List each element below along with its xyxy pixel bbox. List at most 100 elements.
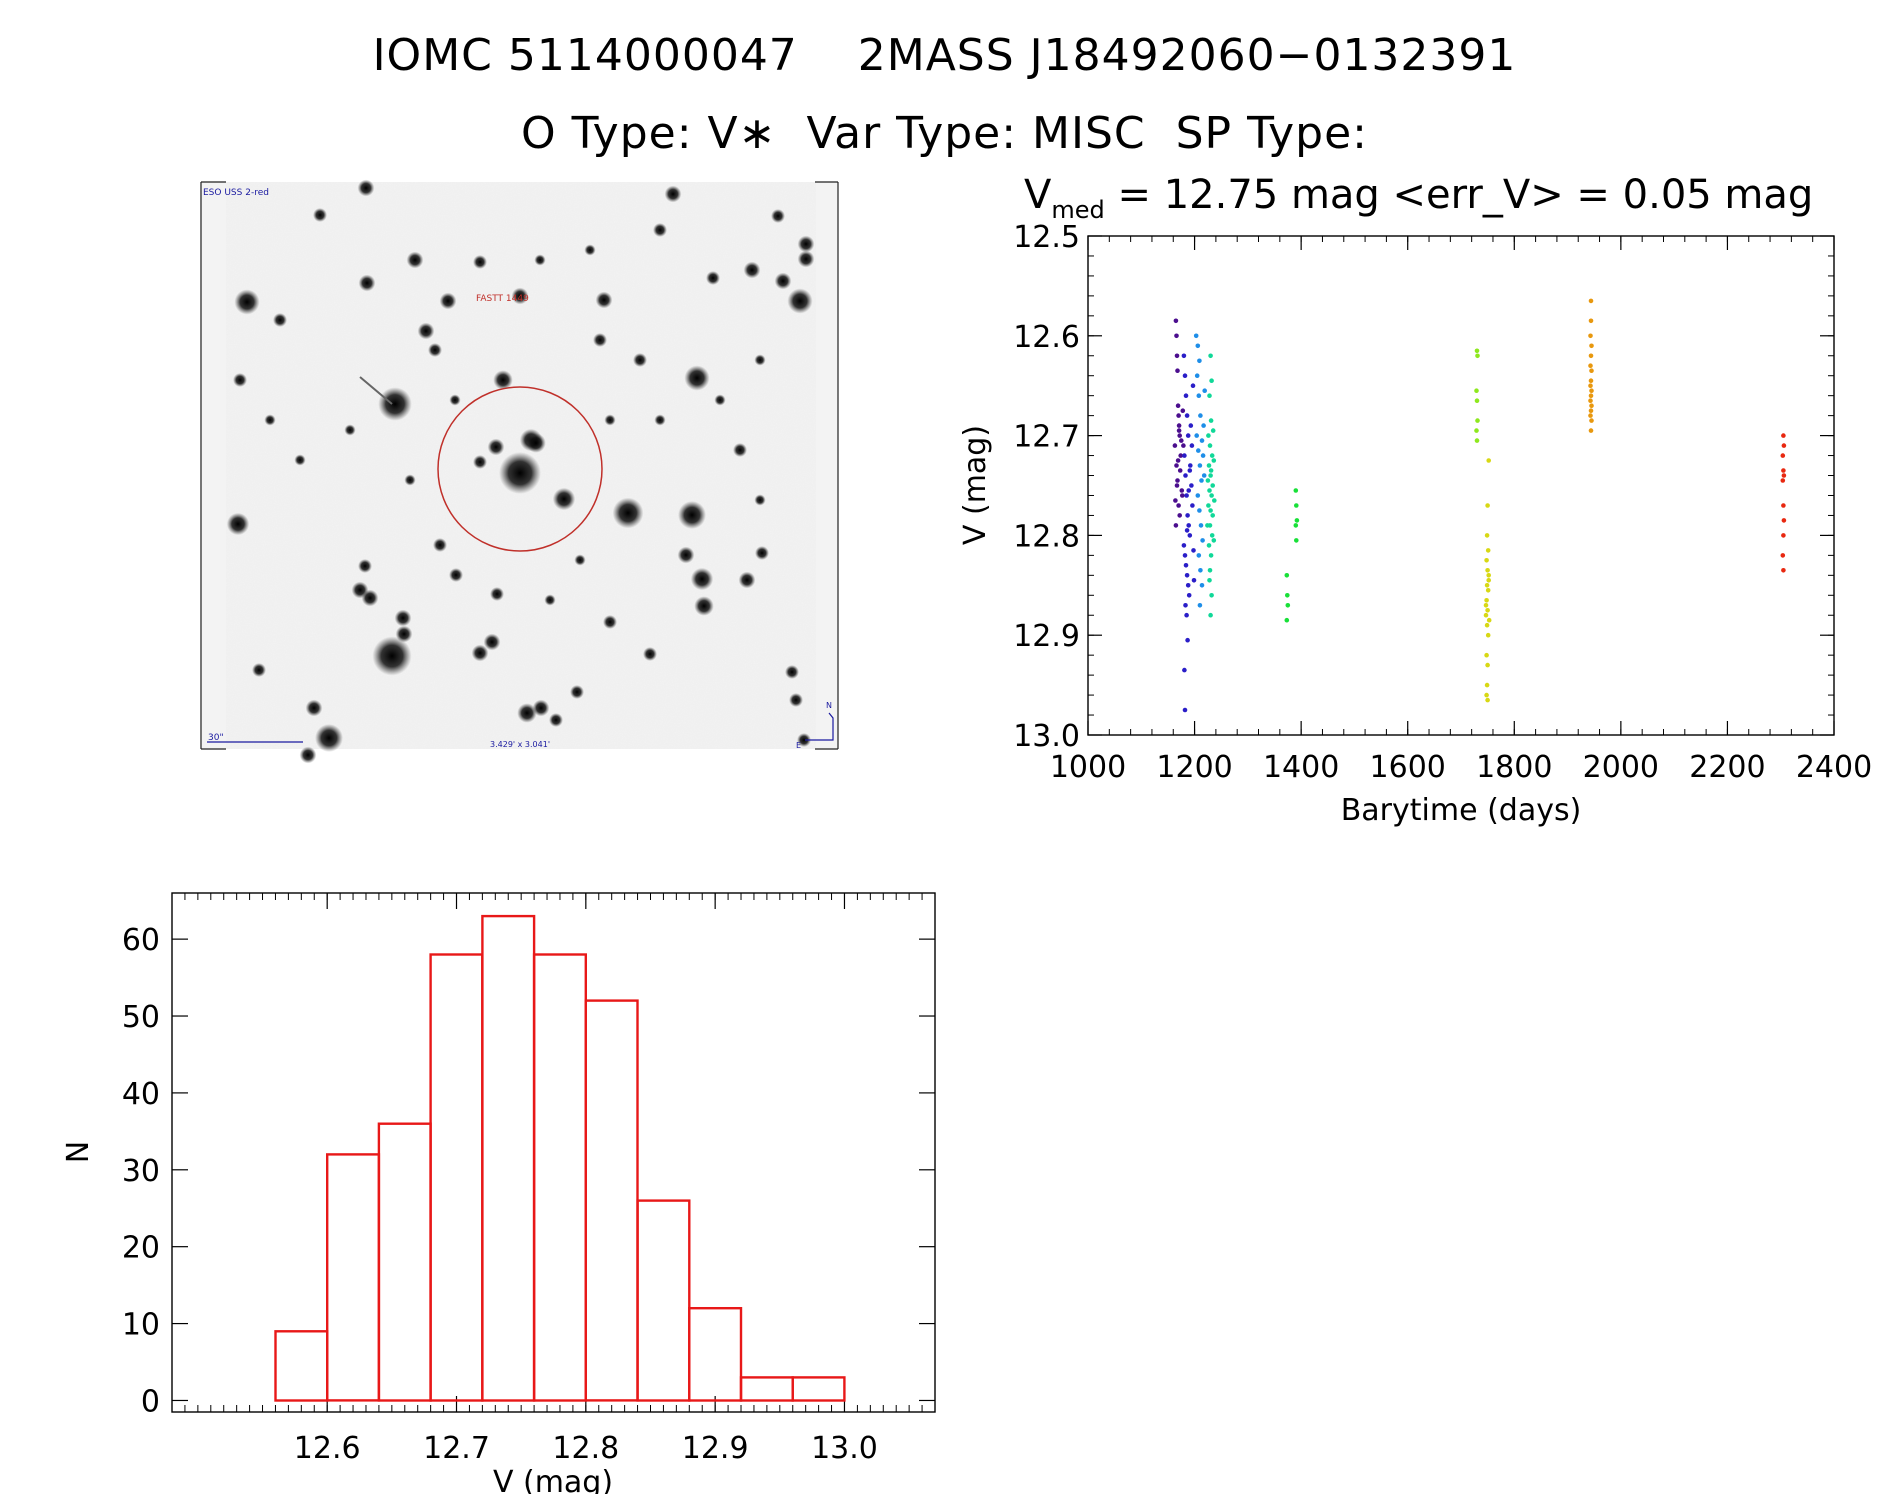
star-blob [315, 724, 343, 752]
star-blob [252, 663, 266, 677]
lc-point-s2 [1182, 453, 1187, 458]
lc-point-s2 [1181, 543, 1187, 548]
lc-point-s1 [1176, 413, 1181, 418]
lc-point-s4 [1208, 508, 1213, 513]
lc-point-s3 [1196, 448, 1201, 453]
lc-point-s1 [1176, 428, 1182, 433]
lc-point-s4 [1209, 378, 1214, 384]
hist-xtick-label: 12.8 [552, 1431, 619, 1466]
lc-point-s5 [1294, 518, 1300, 523]
lc-point-s4 [1206, 503, 1211, 508]
lc-point-s7 [1484, 598, 1489, 603]
lc-point-s2 [1182, 667, 1187, 673]
lc-point-s9 [1781, 503, 1786, 508]
hist-ytick-label: 20 [122, 1231, 160, 1266]
lc-xtick-label: 1400 [1263, 750, 1339, 785]
lc-point-s2 [1186, 488, 1191, 493]
lc-point-s5 [1293, 523, 1299, 528]
lc-point-s1 [1179, 438, 1184, 443]
star-blob [595, 291, 613, 309]
hist-bar [739, 1376, 794, 1402]
lc-point-s6 [1475, 353, 1480, 359]
lc-point-s2 [1182, 707, 1188, 713]
lc-point-s1 [1174, 483, 1180, 488]
lc-point-s1 [1178, 453, 1183, 458]
star-blob [361, 589, 379, 607]
lc-point-s2 [1182, 373, 1188, 379]
lc-point-s4 [1205, 523, 1210, 528]
lc-point-s4 [1210, 513, 1215, 518]
lc-point-s7 [1486, 617, 1492, 623]
lc-xtick-label: 1200 [1156, 750, 1232, 785]
lc-point-s2 [1187, 468, 1193, 473]
lc-point-s4 [1207, 443, 1213, 448]
hist-plot-frame [171, 892, 936, 1413]
star-blob [344, 424, 356, 436]
lc-point-s4 [1207, 488, 1212, 493]
star-blob [797, 250, 815, 268]
lc-point-s1 [1174, 463, 1179, 468]
lc-point-s9 [1781, 568, 1786, 573]
lc-point-s3 [1197, 508, 1202, 513]
lc-point-s4 [1206, 433, 1211, 438]
lc-point-s8 [1588, 383, 1593, 389]
star-blob [404, 474, 416, 486]
lc-point-s4 [1209, 493, 1214, 498]
lc-point-s3 [1196, 553, 1202, 558]
hist-bar [481, 914, 536, 1402]
lc-point-s2 [1191, 548, 1196, 553]
survey-label: ESO USS 2-red [203, 188, 269, 198]
star-blob [570, 685, 584, 699]
lc-point-s4 [1206, 543, 1212, 548]
title-identifiers: IOMC 5114000047 2MASS J18492060−0132391 [372, 30, 1517, 81]
lc-point-s1 [1174, 353, 1180, 359]
lc-point-s4 [1207, 578, 1212, 583]
star-blob [490, 587, 504, 601]
hist-bar [326, 1153, 381, 1402]
hist-ytick-label: 30 [122, 1154, 160, 1189]
lc-point-s8 [1588, 408, 1594, 414]
star-blob [358, 274, 376, 292]
star-blob [678, 501, 706, 529]
lc-point-s3 [1194, 433, 1199, 438]
hist-bar [636, 1199, 691, 1402]
lc-point-s3 [1199, 583, 1205, 588]
hist-bar [377, 1122, 432, 1402]
hist-ytick-label: 60 [122, 923, 160, 958]
lc-point-s6 [1474, 438, 1480, 443]
lc-point-s9 [1781, 443, 1787, 448]
lc-point-s3 [1193, 333, 1199, 339]
star-blob [473, 255, 487, 269]
lc-point-s2 [1185, 637, 1190, 643]
lc-point-s2 [1186, 523, 1191, 528]
lc-point-s4 [1207, 393, 1212, 399]
lc-point-s7 [1484, 533, 1490, 538]
lc-title: Vmed = 12.75 mag <err_V> = 0.05 mag [1024, 172, 1813, 224]
lc-point-s8 [1589, 388, 1594, 394]
lc-point-s4 [1210, 483, 1215, 488]
star-blob [273, 313, 287, 327]
lc-point-s7 [1485, 608, 1490, 613]
lc-point-s2 [1190, 383, 1196, 389]
lc-point-s8 [1588, 398, 1593, 404]
star-blob [797, 235, 815, 253]
lc-xtick-label: 1800 [1476, 750, 1552, 785]
star-blob [654, 414, 666, 426]
star-blob [395, 625, 413, 643]
star-blob [406, 251, 424, 269]
star-blob [733, 443, 747, 457]
lc-point-s2 [1186, 593, 1192, 598]
star-blob [714, 394, 726, 406]
hist-xtick-label: 12.6 [294, 1431, 361, 1466]
lc-point-s3 [1195, 343, 1201, 349]
star-blob [771, 209, 785, 223]
lc-point-s6 [1474, 428, 1479, 433]
lc-point-s9 [1781, 518, 1787, 523]
star-blob [754, 494, 766, 506]
star-blob [755, 546, 769, 560]
lc-point-s3 [1201, 423, 1206, 428]
star-spike [359, 376, 393, 405]
lc-title-rest: = 12.75 mag <err_V> = 0.05 mag [1105, 172, 1814, 218]
star-blob [593, 333, 607, 347]
